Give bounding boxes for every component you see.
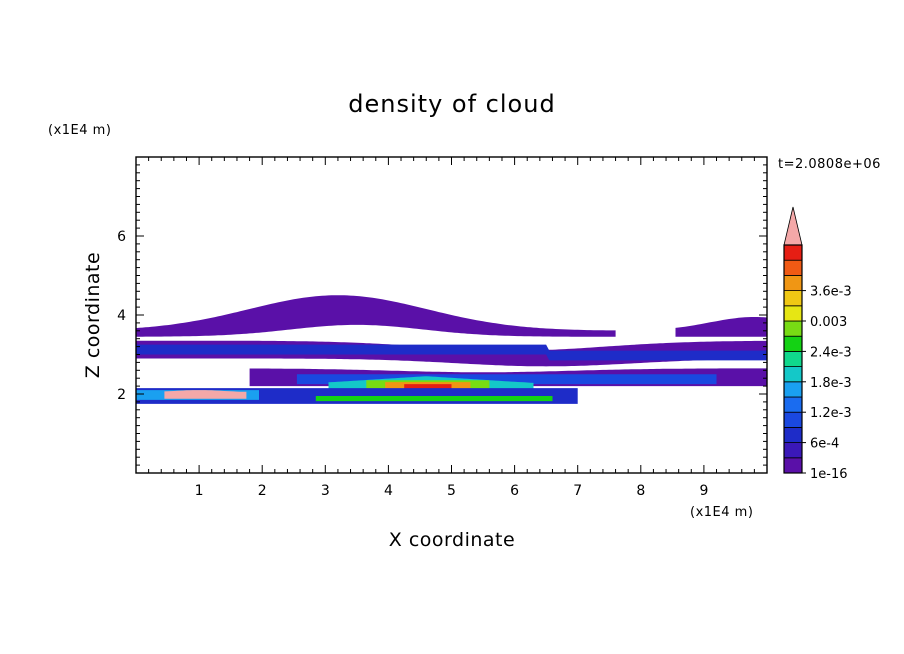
band-mid-core-0 xyxy=(136,344,767,361)
colorbar-tick-label: 3.6e-3 xyxy=(810,285,852,300)
x-tick-label: 1 xyxy=(195,483,204,499)
band-upper-1 xyxy=(675,317,767,337)
colorbar-tick-label: 1.2e-3 xyxy=(810,406,852,421)
x-tick-labels: 1 2 3 4 5 6 7 8 9 xyxy=(195,483,709,499)
colorbar-swatch xyxy=(783,411,803,428)
colorbar-tick-label: 2.4e-3 xyxy=(810,345,852,360)
y-unit-label: (x1E4 m) xyxy=(48,123,111,138)
y-tick-label: 4 xyxy=(117,308,126,324)
colorbar-tick-label: 0.003 xyxy=(810,315,847,330)
x-tick-label: 3 xyxy=(321,483,330,499)
contour-field xyxy=(136,295,767,404)
colorbar-swatch xyxy=(783,426,803,443)
colorbar-swatch xyxy=(783,290,803,307)
band-bottom-peak-0 xyxy=(164,390,247,399)
colorbar-swatch xyxy=(783,335,803,352)
x-axis-label: X coordinate xyxy=(389,529,515,551)
band-bottom-green-0 xyxy=(315,396,553,402)
y-tick-labels: 2 4 6 xyxy=(117,229,126,403)
chart-title: density of cloud xyxy=(348,90,555,118)
colorbar-swatch xyxy=(783,274,803,291)
colorbar-swatch xyxy=(783,457,803,474)
x-tick-label: 9 xyxy=(699,483,708,499)
colorbar-tick-label: 1e-16 xyxy=(810,467,848,482)
colorbar-swatch xyxy=(783,442,803,459)
x-tick-label: 4 xyxy=(384,483,393,499)
colorbar-overflow-triangle xyxy=(783,206,803,246)
x-tick-label: 2 xyxy=(258,483,267,499)
axis-ticks xyxy=(135,156,768,474)
colorbar-tick-label: 1.8e-3 xyxy=(810,376,852,391)
colorbar-swatch xyxy=(783,305,803,322)
colorbar: 1e-16 6e-4 1.2e-3 1.8e-3 2.4e-3 0.003 3.6e-3 xyxy=(783,206,852,482)
colorbar-frame xyxy=(783,244,803,474)
colorbar-swatch xyxy=(783,350,803,367)
y-tick-label: 6 xyxy=(117,229,126,245)
x-tick-label: 6 xyxy=(510,483,519,499)
x-tick-label: 8 xyxy=(636,483,645,499)
colorbar-swatch xyxy=(783,320,803,337)
x-unit-label: (x1E4 m) xyxy=(690,505,753,520)
y-tick-label: 2 xyxy=(117,387,126,403)
x-tick-label: 5 xyxy=(447,483,456,499)
colorbar-swatch xyxy=(783,396,803,413)
colorbar-swatch xyxy=(783,381,803,398)
colorbar-tick-label: 6e-4 xyxy=(810,437,839,452)
band-upper-0 xyxy=(136,295,616,337)
y-axis-label: Z coordinate xyxy=(82,252,104,378)
colorbar-swatch xyxy=(783,244,803,261)
time-label: t=2.0808e+06 xyxy=(778,157,881,172)
colorbar-swatch xyxy=(783,366,803,383)
x-tick-label: 7 xyxy=(573,483,582,499)
colorbar-swatch xyxy=(783,259,803,276)
band-lower-red-0 xyxy=(404,384,452,390)
